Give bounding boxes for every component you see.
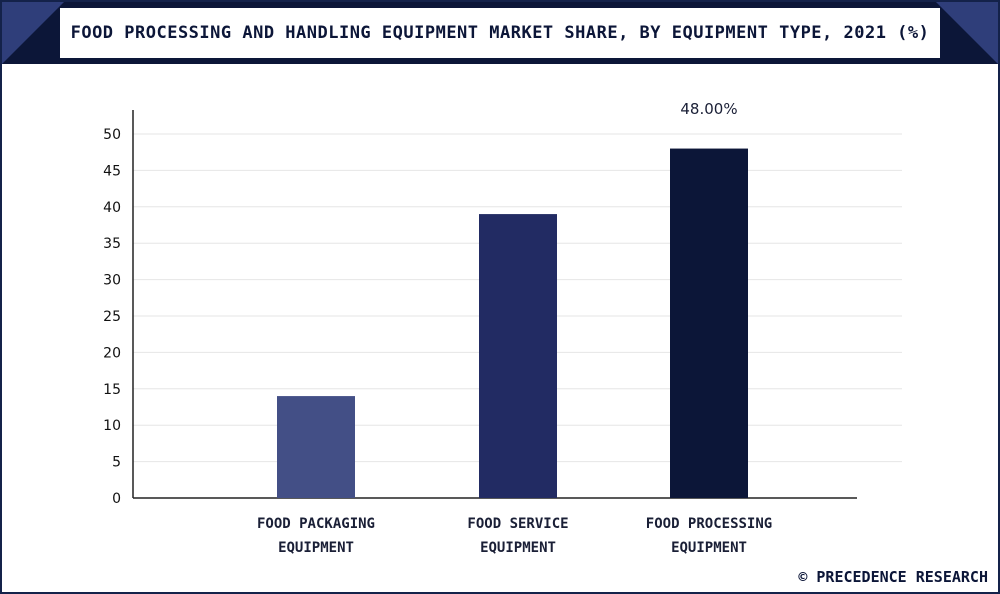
copyright-label: © PRECEDENCE RESEARCH xyxy=(798,568,988,586)
data-label: 48.00% xyxy=(680,100,737,118)
y-tick-label: 5 xyxy=(112,455,121,471)
y-tick-label: 25 xyxy=(103,309,121,325)
bar xyxy=(277,396,355,498)
y-tick-label: 45 xyxy=(103,163,121,179)
title-panel: FOOD PROCESSING AND HANDLING EQUIPMENT M… xyxy=(60,8,940,58)
x-tick-label: EQUIPMENT xyxy=(278,540,354,556)
y-tick-label: 0 xyxy=(112,491,121,507)
chart-title: FOOD PROCESSING AND HANDLING EQUIPMENT M… xyxy=(70,23,930,43)
y-tick-label: 10 xyxy=(103,418,121,434)
y-tick-label: 15 xyxy=(103,382,121,398)
header-corner-left xyxy=(2,2,64,64)
x-tick-label: FOOD PROCESSING xyxy=(646,516,772,532)
bar xyxy=(479,214,557,498)
x-tick-label: EQUIPMENT xyxy=(671,540,747,556)
header-bar: FOOD PROCESSING AND HANDLING EQUIPMENT M… xyxy=(2,2,998,64)
y-tick-label: 40 xyxy=(103,200,121,216)
x-tick-label: FOOD PACKAGING xyxy=(257,516,375,532)
y-tick-label: 30 xyxy=(103,273,121,289)
bar-chart: 0 5 10 15 20 25 30 35 40 45 50 FOOD PACKAGING EQUIPM… xyxy=(103,100,902,556)
y-tick-label: 50 xyxy=(103,127,121,143)
x-tick-label: EQUIPMENT xyxy=(480,540,556,556)
bar xyxy=(670,148,748,498)
y-tick-label: 20 xyxy=(103,345,121,361)
header-corner-right xyxy=(936,2,998,64)
x-tick-label: FOOD SERVICE xyxy=(467,516,568,532)
y-tick-label: 35 xyxy=(103,236,121,252)
